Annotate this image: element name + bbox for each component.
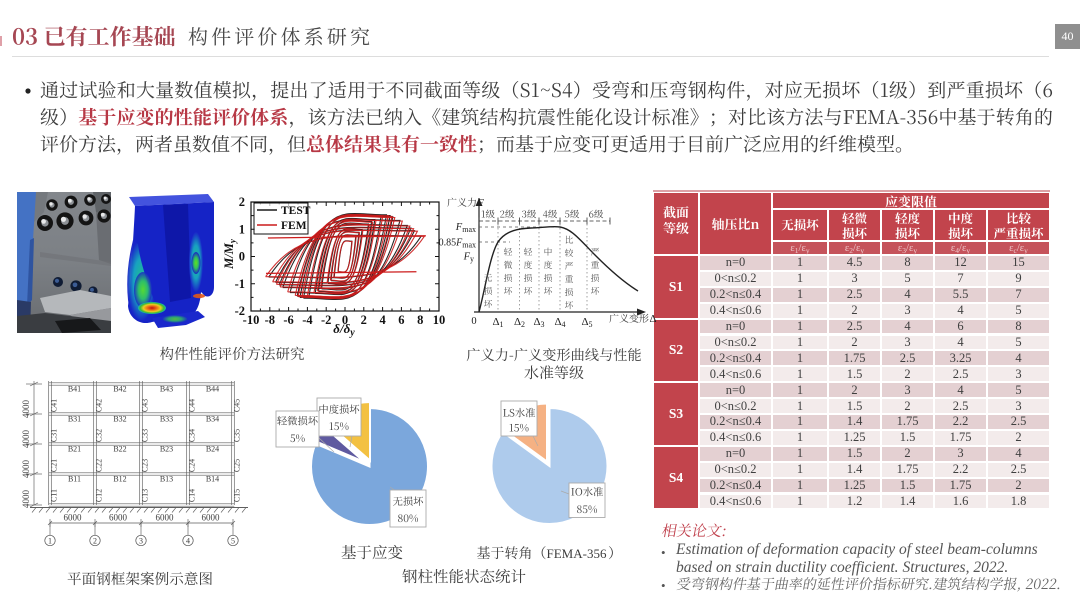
svg-text:Δ2: Δ2 — [514, 316, 525, 329]
svg-text:6000: 6000 — [156, 513, 175, 523]
svg-text:Fmax: Fmax — [455, 222, 476, 234]
svg-text:C33: C33 — [141, 429, 150, 442]
svg-text:1: 1 — [239, 222, 245, 236]
svg-text:4000: 4000 — [21, 460, 31, 479]
svg-text:-2: -2 — [235, 304, 245, 318]
svg-text:C22: C22 — [95, 459, 104, 472]
svg-text:-4: -4 — [302, 313, 313, 327]
svg-text:FEM: FEM — [281, 220, 307, 232]
svg-text:8: 8 — [417, 313, 423, 327]
svg-text:B12: B12 — [113, 475, 126, 484]
svg-text:6000: 6000 — [64, 513, 83, 523]
svg-text:Δ1: Δ1 — [492, 316, 503, 329]
svg-text:B41: B41 — [68, 385, 81, 394]
svg-text:C14: C14 — [188, 489, 197, 502]
svg-text:B42: B42 — [113, 385, 126, 394]
svg-text:Δ: Δ — [650, 313, 657, 325]
svg-text:0: 0 — [342, 313, 348, 327]
svg-text:B14: B14 — [206, 475, 219, 484]
svg-text:C45: C45 — [233, 399, 242, 412]
svg-text:C23: C23 — [141, 459, 150, 472]
svg-text:B33: B33 — [160, 415, 173, 424]
svg-text:C12: C12 — [95, 489, 104, 502]
svg-text:Δ3: Δ3 — [533, 316, 544, 329]
svg-text:C31: C31 — [50, 429, 59, 442]
svg-text:6: 6 — [398, 313, 404, 327]
svg-text:C34: C34 — [188, 429, 197, 442]
svg-text:C44: C44 — [188, 399, 197, 412]
svg-text:2: 2 — [239, 195, 245, 209]
svg-text:δ/δy: δ/δy — [333, 321, 355, 339]
svg-text:B31: B31 — [68, 415, 81, 424]
svg-text:4: 4 — [379, 313, 386, 327]
svg-text:10: 10 — [433, 313, 446, 327]
svg-text:C21: C21 — [50, 459, 59, 472]
svg-text:C24: C24 — [188, 459, 197, 472]
svg-text:C25: C25 — [233, 459, 242, 472]
svg-text:-8: -8 — [265, 313, 275, 327]
svg-text:B43: B43 — [160, 385, 173, 394]
svg-text:B22: B22 — [113, 445, 126, 454]
svg-text:B23: B23 — [160, 445, 173, 454]
svg-text:4000: 4000 — [21, 490, 31, 509]
svg-text:C41: C41 — [50, 399, 59, 412]
svg-text:-6: -6 — [283, 313, 293, 327]
svg-text:C15: C15 — [233, 489, 242, 502]
svg-text:B44: B44 — [206, 385, 219, 394]
svg-text:C43: C43 — [141, 399, 150, 412]
svg-text:C32: C32 — [95, 429, 104, 442]
svg-text:0.85Fmax: 0.85Fmax — [439, 238, 476, 250]
svg-text:F: F — [476, 197, 484, 209]
svg-text:B34: B34 — [206, 415, 219, 424]
svg-text:C42: C42 — [95, 399, 104, 412]
svg-text:4: 4 — [186, 537, 190, 546]
svg-text:5: 5 — [231, 537, 235, 546]
svg-text:B32: B32 — [113, 415, 126, 424]
svg-text:0: 0 — [239, 250, 245, 264]
svg-text:6000: 6000 — [109, 513, 128, 523]
svg-text:0: 0 — [471, 316, 476, 327]
svg-text:-2: -2 — [321, 313, 331, 327]
svg-text:M/My: M/My — [222, 238, 238, 270]
svg-text:6000: 6000 — [202, 513, 221, 523]
svg-text:Δ5: Δ5 — [581, 316, 592, 329]
svg-text:4000: 4000 — [21, 430, 31, 449]
svg-text:C11: C11 — [50, 489, 59, 502]
svg-text:FEMA-356: FEMA-356 — [547, 546, 607, 561]
svg-text:2: 2 — [93, 537, 97, 546]
svg-text:-1: -1 — [235, 277, 245, 291]
svg-text:B13: B13 — [160, 475, 173, 484]
svg-text:B24: B24 — [206, 445, 219, 454]
svg-text:C13: C13 — [141, 489, 150, 502]
svg-text:-10: -10 — [243, 313, 260, 327]
svg-text:Fy: Fy — [463, 252, 474, 264]
svg-text:B11: B11 — [68, 475, 81, 484]
svg-text:Δ4: Δ4 — [554, 316, 565, 329]
svg-text:4000: 4000 — [21, 400, 31, 419]
svg-text:1: 1 — [48, 537, 52, 546]
svg-text:3: 3 — [139, 537, 143, 546]
svg-text:2: 2 — [361, 313, 367, 327]
svg-text:B21: B21 — [68, 445, 81, 454]
svg-text:TEST: TEST — [281, 205, 311, 217]
svg-text:C35: C35 — [233, 429, 242, 442]
